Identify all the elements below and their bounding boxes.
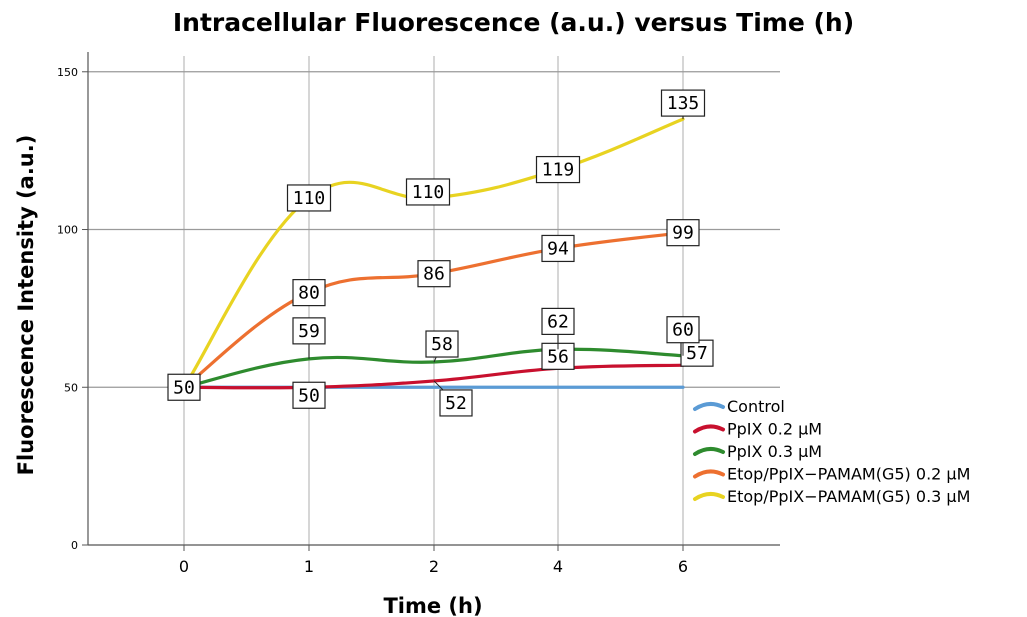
data-label-box [405,178,451,206]
data-label: 59 [292,317,326,345]
legend: Control PpIX 0.2 μM PpIX 0.3 μM Etop/PpIX−P… [693,397,970,506]
data-label-text: 119 [542,160,575,181]
y-axis-title: Fluorescence Intensity (a.u.) [14,135,38,476]
data-label-box [541,307,575,335]
data-label-box [167,373,201,401]
data-label-text: 59 [298,321,320,342]
x-tick-label: 6 [678,557,688,576]
data-label-text: 60 [672,320,694,341]
x-tick-label: 4 [553,557,563,576]
data-label-text: 57 [686,343,708,364]
data-label-text: 110 [293,188,326,209]
y-tick-label: 50 [64,381,78,394]
legend-label: PpIX 0.3 μM [727,442,822,461]
data-label-text: 52 [445,393,467,414]
data-label-text: 62 [547,311,569,332]
data-label: 99 [666,219,700,247]
legend-item: Etop/PpIX−PAMAM(G5) 0.3 μM [693,487,970,506]
data-label: 58 [425,330,459,358]
data-label-text: 50 [173,377,195,398]
legend-item: PpIX 0.3 μM [693,442,822,461]
data-label: 110 [405,178,451,206]
x-tick-label: 0 [179,557,189,576]
x-tick-label: 2 [429,557,439,576]
data-label-box [292,279,326,307]
data-label: 135 [660,89,706,117]
data-label: 50 [167,373,201,401]
data-label-text: 80 [298,283,320,304]
data-label: 60 [666,316,700,344]
x-tick-label: 1 [304,557,314,576]
data-label-text: 58 [431,334,453,355]
data-label-text: 94 [547,238,569,259]
data-label-box [541,234,575,263]
data-label: 57 [680,339,714,367]
data-label-box [292,317,326,345]
chart-title: Intracellular Fluorescence (a.u.) versus… [172,8,855,37]
legend-label: PpIX 0.2 μM [727,420,822,439]
data-label: 86 [417,260,451,288]
data-label: 94 [541,234,575,263]
x-axis-title: Time (h) [383,594,482,617]
axes: 0 50 100 150 0 1 2 4 6 [57,52,780,576]
data-label-text: 86 [423,264,445,285]
data-label: 52 [439,389,473,417]
legend-swatch [693,424,725,434]
data-label-box [680,339,714,367]
data-labels: 50 50 52 56 57 59 58 62 60 80 86 94 99 110 110 119 135 [167,89,714,417]
legend-item: Etop/PpIX−PAMAM(G5) 0.2 μM [693,465,970,484]
data-label-text: 110 [412,182,445,203]
data-label-box [417,260,451,288]
data-label-box [286,184,332,212]
legend-label: Etop/PpIX−PAMAM(G5) 0.2 μM [727,465,970,484]
legend-swatch [693,492,725,501]
y-tick-label: 0 [71,539,78,552]
y-tick-label: 100 [57,224,78,237]
data-label: 119 [535,155,581,184]
data-label-text: 99 [672,223,694,244]
legend-swatch [693,469,725,479]
legend-swatch [693,402,725,411]
data-label-text: 135 [667,93,700,114]
grid [88,56,780,545]
legend-item: Control [693,397,785,416]
data-label-box [535,155,581,184]
legend-label: Control [727,397,785,416]
data-label: 50 [292,381,326,409]
data-label-box [666,219,700,247]
legend-swatch [693,447,725,456]
data-label-box [425,330,459,358]
data-label-text: 56 [547,346,569,367]
y-tick-label: 150 [57,66,78,79]
legend-item: PpIX 0.2 μM [693,420,822,439]
data-label-box [292,381,326,409]
series-line-2 [182,363,685,390]
data-label-box [660,89,706,117]
legend-label: Etop/PpIX−PAMAM(G5) 0.3 μM [727,487,970,506]
data-label: 62 [541,307,575,335]
data-label-text: 50 [298,385,320,406]
data-label-box [439,389,473,417]
data-label-box [666,316,700,344]
data-label: 80 [292,279,326,307]
data-label: 110 [286,184,332,212]
